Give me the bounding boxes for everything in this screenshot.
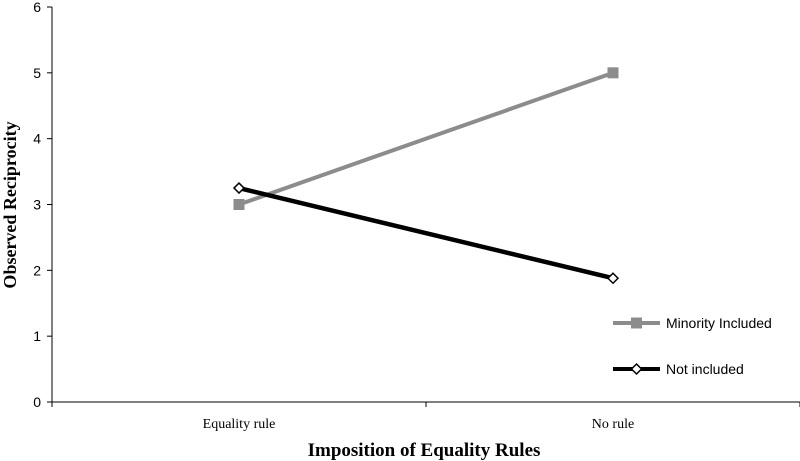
- y-tick-label: 0: [33, 394, 41, 410]
- y-ticks: 0 1 2 3 4 5 6: [33, 0, 52, 410]
- series-minority-included: [233, 67, 619, 210]
- data-point: [606, 272, 620, 285]
- y-tick-label: 1: [33, 328, 41, 344]
- data-point: [233, 199, 245, 210]
- legend-item: Not included: [613, 361, 744, 377]
- legend-label: Not included: [666, 361, 744, 377]
- y-axis-title: Observed Reciprocity: [0, 121, 20, 288]
- data-point: [607, 67, 619, 79]
- series-layer: [232, 67, 620, 285]
- y-tick-label: 3: [33, 197, 41, 213]
- y-tick-label: 6: [33, 0, 41, 15]
- legend-label: Minority Included: [666, 315, 772, 331]
- y-tick-label: 2: [33, 262, 41, 278]
- series-line: [238, 70, 614, 207]
- x-axis-title: Imposition of Equality Rules: [308, 440, 541, 461]
- series-line: [238, 185, 614, 281]
- legend-marker: [630, 362, 643, 376]
- x-tick-label: No rule: [592, 417, 634, 432]
- axes: [51, 7, 800, 403]
- legend-item: Minority Included: [613, 315, 772, 331]
- y-tick-label: 5: [33, 65, 41, 81]
- x-tick-label: Equality rule: [203, 417, 276, 432]
- legend-marker: [631, 317, 642, 329]
- data-point: [232, 181, 246, 195]
- x-ticks: Equality rule No rule: [51, 402, 800, 432]
- legend: Minority Included Not included: [613, 315, 772, 377]
- series-not-included: [232, 181, 620, 285]
- y-tick-label: 4: [33, 131, 41, 147]
